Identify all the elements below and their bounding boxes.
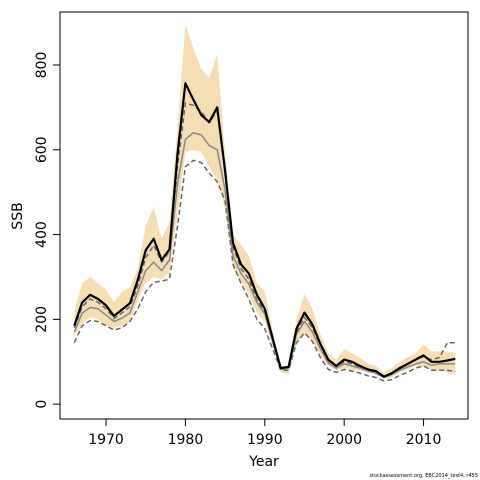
series-line-estimate [73,82,456,378]
y-tick-label: 200 [34,306,50,333]
x-axis-label: Year [248,454,279,470]
y-tick-label: 400 [34,221,50,248]
x-tick-label: 2000 [326,432,362,448]
y-tick-label: 800 [34,52,50,79]
y-axis-label: SSB [10,202,26,229]
credit-text: stockassessment.org, EBC2014_test4, r455 [369,473,478,479]
series-line-dashed-upper [73,102,456,378]
x-tick-label: 1980 [168,432,204,448]
x-axis: 1970 1980 1990 2000 2010 [88,418,442,448]
series-line-dashed-lower [73,159,456,382]
confidence-band [74,24,456,379]
x-tick-label: 2010 [406,432,442,448]
x-tick-label: 1990 [247,432,283,448]
plot-frame [59,11,469,420]
series-line-grey [73,132,456,379]
x-tick-label: 1970 [88,432,124,448]
y-tick-label: 600 [34,136,50,163]
plot-area [73,24,456,382]
y-axis: 0 200 400 600 800 [34,52,61,409]
y-tick-label: 0 [34,400,50,409]
